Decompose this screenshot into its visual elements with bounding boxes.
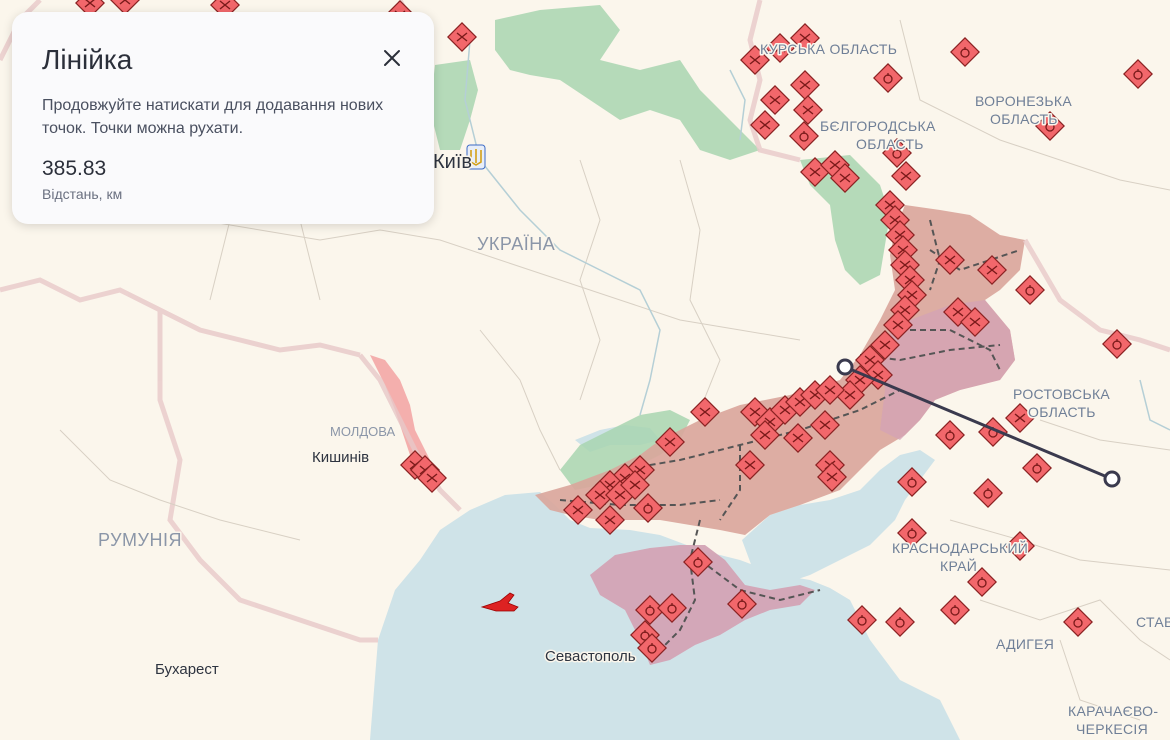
- transnistria: [370, 355, 440, 485]
- ruler-end-point: [1103, 470, 1121, 488]
- label-moldova: МОЛДОВА: [330, 424, 395, 439]
- liberated-area-chernihiv: [495, 5, 760, 160]
- rivers: [464, 39, 1170, 431]
- label-romania: РУМУНІЯ: [98, 530, 182, 550]
- label-karachay-1: КАРАЧАЄВО-: [1068, 703, 1158, 719]
- label-voronezh-2: ОБЛАСТЬ: [990, 111, 1058, 127]
- region-borders: [59, 0, 1170, 721]
- label-ukraine: УКРАЇНА: [477, 234, 555, 254]
- occupied-territory: [535, 205, 1025, 535]
- label-rostov-2: ОБЛАСТЬ: [1028, 404, 1096, 420]
- label-adygea: АДИГЕЯ: [996, 636, 1054, 652]
- ruler-measurement[interactable]: [836, 358, 1121, 488]
- aircraft-icon[interactable]: [480, 592, 519, 612]
- label-voronezh-1: ВОРОНЕЗЬКА: [975, 93, 1072, 109]
- label-karachay-2: ЧЕРКЕСІЯ: [1076, 721, 1148, 737]
- label-krasnodar-2: КРАЙ: [940, 557, 977, 574]
- label-rostov-1: РОСТОВСЬКА: [1013, 386, 1110, 402]
- ruler-panel-title: Лінійка: [42, 44, 133, 75]
- close-button[interactable]: [378, 44, 406, 72]
- ruler-start-point: [836, 358, 854, 376]
- label-stavropol: СТАВ: [1136, 614, 1170, 630]
- close-icon[interactable]: [383, 49, 401, 67]
- label-krasnodar-1: КРАСНОДАРСЬКИЙ: [892, 539, 1028, 556]
- distance-unit-label: Відстань, км: [42, 186, 123, 202]
- liberated-area-kherson: [560, 410, 690, 490]
- distance-value: 385.83: [42, 157, 107, 180]
- label-belgorod-2: ОБЛАСТЬ: [856, 136, 924, 152]
- label-sevastopol: Севастополь: [545, 648, 636, 665]
- label-belgorod-1: БЄЛГОРОДСЬКА: [820, 118, 936, 134]
- label-bucharest: Бухарест: [155, 661, 219, 678]
- label-kyiv: Київ: [433, 151, 472, 173]
- ruler-panel-description: Продовжуйте натискати для додавання нови…: [42, 97, 384, 137]
- kyiv-emblem-icon: [466, 144, 486, 170]
- label-chisinau: Кишинів: [312, 449, 369, 466]
- occupied-donbas: [880, 300, 1015, 440]
- label-kursk: КУРСЬКА ОБЛАСТЬ: [760, 41, 897, 57]
- ruler-panel: Лінійка Продовжуйте натискати для додава…: [12, 12, 434, 224]
- liberated-area-kharkiv: [800, 155, 890, 285]
- sea-of-azov: [742, 450, 935, 585]
